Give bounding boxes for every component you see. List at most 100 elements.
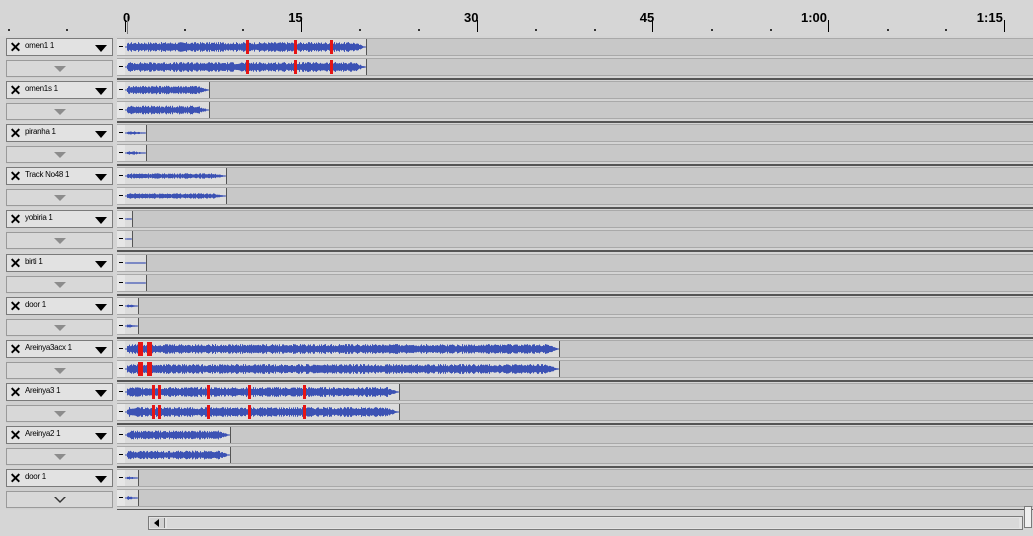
audio-clip[interactable]	[125, 82, 210, 99]
close-icon[interactable]: ✕	[9, 383, 22, 400]
collapse-track-button[interactable]	[6, 103, 113, 121]
audio-clip[interactable]	[125, 317, 139, 334]
audio-channel[interactable]	[117, 273, 1033, 292]
audio-channel[interactable]	[117, 402, 1033, 421]
audio-clip[interactable]	[125, 383, 400, 400]
audio-channel[interactable]	[117, 187, 1033, 206]
audio-clip[interactable]	[125, 188, 227, 205]
playhead-start-marker[interactable]	[127, 16, 132, 34]
audio-clip[interactable]	[125, 274, 147, 291]
track-name-bar[interactable]: ✕ omen1s 1	[6, 81, 113, 100]
audio-clip[interactable]	[125, 340, 560, 357]
audio-clip[interactable]	[125, 297, 139, 314]
audio-channel[interactable]	[117, 382, 1033, 401]
audio-channel[interactable]	[117, 489, 1033, 507]
track-name-bar[interactable]: ✕ omen1 1	[6, 38, 113, 56]
track-name-bar[interactable]: ✕ Areinya2 1	[6, 425, 113, 444]
audio-clip[interactable]	[125, 403, 400, 420]
track-menu-dropdown-icon[interactable]	[95, 389, 107, 397]
audio-channel[interactable]	[117, 38, 1033, 56]
audio-channel[interactable]	[117, 124, 1033, 143]
collapse-track-button[interactable]	[6, 318, 113, 336]
close-icon[interactable]: ✕	[9, 39, 22, 55]
audio-channel[interactable]	[117, 210, 1033, 229]
track-name-bar[interactable]: ✕ Areinya3 1	[6, 382, 113, 401]
horizontal-scrollbar[interactable]	[148, 516, 1023, 530]
waveform	[125, 341, 559, 356]
close-icon[interactable]: ✕	[9, 211, 22, 228]
close-icon[interactable]: ✕	[9, 426, 22, 443]
close-icon[interactable]: ✕	[9, 340, 22, 357]
track-menu-dropdown-icon[interactable]	[95, 217, 107, 225]
track-menu-dropdown-icon[interactable]	[95, 131, 107, 139]
collapse-track-button[interactable]	[6, 232, 113, 250]
audio-clip[interactable]	[125, 211, 133, 228]
scroll-left-icon[interactable]	[150, 518, 165, 528]
audio-channel[interactable]	[117, 445, 1033, 464]
close-icon[interactable]: ✕	[9, 297, 22, 314]
audio-channel[interactable]	[117, 230, 1033, 249]
track-name-bar[interactable]: ✕ birti 1	[6, 253, 113, 272]
track-control-panel: ✕ Track No48 1	[6, 167, 113, 208]
scrollbar-thumb[interactable]	[167, 518, 1019, 528]
close-icon[interactable]: ✕	[9, 254, 22, 271]
track-divider	[117, 293, 1033, 296]
audio-channel[interactable]	[117, 316, 1033, 335]
waveform	[125, 193, 226, 200]
track-menu-dropdown-icon[interactable]	[95, 88, 107, 96]
audio-clip[interactable]	[125, 102, 210, 119]
audio-channel[interactable]	[117, 359, 1033, 378]
audio-clip[interactable]	[125, 168, 227, 185]
audio-clip[interactable]	[125, 254, 147, 271]
track-name-bar[interactable]: ✕ Areinya3acx 1	[6, 339, 113, 358]
collapse-track-button[interactable]	[6, 404, 113, 422]
close-icon[interactable]: ✕	[9, 168, 22, 185]
collapse-track-button[interactable]	[6, 447, 113, 465]
track-name-bar[interactable]: ✕ Track No48 1	[6, 167, 113, 186]
track-menu-dropdown-icon[interactable]	[95, 476, 107, 483]
close-icon[interactable]: ✕	[9, 82, 22, 99]
track-menu-dropdown-icon[interactable]	[95, 174, 107, 182]
track-menu-dropdown-icon[interactable]	[95, 260, 107, 268]
track-name-bar[interactable]: ✕ piranha 1	[6, 124, 113, 143]
audio-channel[interactable]	[117, 167, 1033, 186]
track-name-bar[interactable]: ✕ door 1	[6, 469, 113, 487]
scroll-right-edge[interactable]	[1024, 506, 1032, 528]
close-icon[interactable]: ✕	[9, 125, 22, 142]
collapse-track-button[interactable]	[6, 60, 113, 77]
track-menu-dropdown-icon[interactable]	[95, 45, 107, 52]
audio-channel[interactable]	[117, 339, 1033, 358]
audio-channel[interactable]	[117, 81, 1033, 100]
track-menu-dropdown-icon[interactable]	[95, 303, 107, 311]
track-name-bar[interactable]: ✕ yobiria 1	[6, 210, 113, 229]
collapse-track-button[interactable]	[6, 189, 113, 207]
audio-channel[interactable]	[117, 253, 1033, 272]
audio-channel[interactable]	[117, 469, 1033, 487]
collapse-arrow-icon	[54, 367, 66, 374]
audio-clip[interactable]	[125, 426, 231, 443]
audio-channel[interactable]	[117, 58, 1033, 76]
collapse-track-button[interactable]	[6, 275, 113, 293]
close-icon[interactable]: ✕	[9, 470, 22, 486]
audio-clip[interactable]	[125, 360, 560, 377]
timeline-ruler[interactable]: 0 15 30 45 1:00 1:15	[0, 0, 1033, 36]
audio-clip[interactable]	[125, 231, 133, 248]
audio-channel[interactable]	[117, 101, 1033, 120]
track-menu-dropdown-icon[interactable]	[95, 432, 107, 440]
collapse-track-button[interactable]	[6, 146, 113, 164]
audio-clip[interactable]	[125, 490, 139, 506]
audio-clip[interactable]	[125, 59, 367, 75]
track-name-bar[interactable]: ✕ door 1	[6, 296, 113, 315]
audio-channel[interactable]	[117, 296, 1033, 315]
audio-channel[interactable]	[117, 425, 1033, 444]
audio-clip[interactable]	[125, 145, 147, 162]
audio-clip[interactable]	[125, 125, 147, 142]
audio-clip[interactable]	[125, 470, 139, 486]
audio-clip[interactable]	[125, 446, 231, 463]
audio-channel[interactable]	[117, 144, 1033, 163]
collapse-track-button[interactable]	[6, 491, 113, 508]
track-name: Areinya3acx 1	[25, 342, 72, 352]
track-menu-dropdown-icon[interactable]	[95, 346, 107, 354]
audio-clip[interactable]	[125, 39, 367, 55]
collapse-track-button[interactable]	[6, 361, 113, 379]
